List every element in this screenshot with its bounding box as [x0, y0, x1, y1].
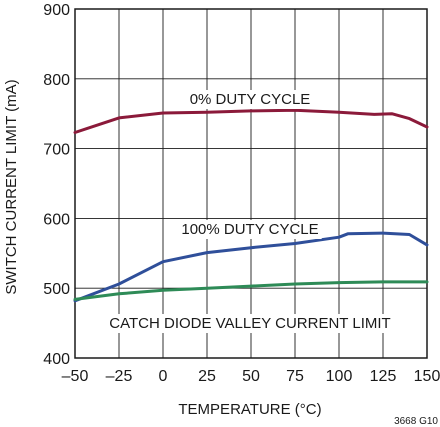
series-lines: [73, 108, 429, 303]
x-tick-label: 150: [414, 368, 440, 385]
x-tick-label: –25: [106, 368, 133, 385]
x-tick-labels: –50 –25 0 25 50 75 100 125 150: [62, 368, 440, 385]
series-line-0: [73, 108, 429, 134]
grid: [75, 9, 427, 358]
x-tick-label: 100: [326, 368, 353, 385]
y-tick-label: 400: [43, 351, 70, 368]
x-axis-label: TEMPERATURE (°C): [178, 401, 321, 418]
series-label-100-duty-cycle: 100% DUTY CYCLE: [181, 221, 318, 238]
plot-frame: [74, 8, 428, 359]
series-line-2: [73, 280, 429, 301]
y-tick-label: 900: [43, 2, 70, 19]
series-label-catch-diode: CATCH DIODE VALLEY CURRENT LIMIT: [109, 315, 390, 332]
y-tick-label: 500: [43, 281, 70, 298]
figure-id: 3668 G10: [394, 416, 438, 427]
label-background: [186, 90, 314, 109]
y-tick-label: 600: [43, 211, 70, 228]
series-label-0-duty-cycle: 0% DUTY CYCLE: [190, 91, 311, 108]
x-tick-label: 50: [242, 368, 260, 385]
x-tick-label: –50: [62, 368, 89, 385]
y-tick-label: 700: [43, 142, 70, 159]
x-tick-label: 125: [370, 368, 397, 385]
y-axis-label: SWITCH CURRENT LIMIT (mA): [3, 79, 20, 294]
x-tick-label: 75: [286, 368, 304, 385]
series-line-1: [73, 231, 429, 303]
x-tick-label: 0: [159, 368, 168, 385]
label-background: [106, 314, 394, 333]
y-tick-labels: 400 500 600 700 800 900: [43, 2, 70, 368]
y-tick-label: 800: [43, 72, 70, 89]
label-background: [178, 220, 322, 239]
x-tick-label: 25: [198, 368, 216, 385]
